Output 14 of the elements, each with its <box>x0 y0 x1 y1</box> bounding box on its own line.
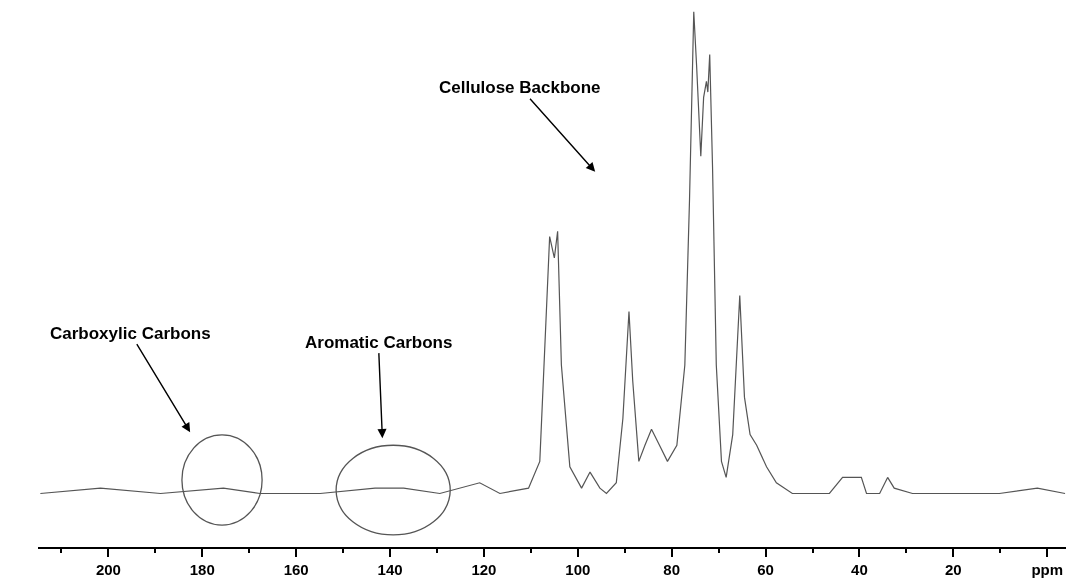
x-tick-label: 120 <box>471 560 497 578</box>
x-tick-label: 60 <box>757 560 774 578</box>
x-tick-label: 100 <box>565 560 591 578</box>
x-tick-label: 160 <box>283 560 309 578</box>
x-tick-label: 80 <box>663 560 681 578</box>
x-tick-label: ppm <box>1031 560 1064 578</box>
x-tick-label: 200 <box>95 560 121 578</box>
annotation: Aromatic Carbons <box>305 333 453 352</box>
x-tick-label: 40 <box>851 560 868 578</box>
x-tick-label: 180 <box>189 560 215 578</box>
annotation: Cellulose Backbone <box>439 78 601 97</box>
x-tick-label: 140 <box>377 560 403 578</box>
x-tick-label: 20 <box>945 560 962 578</box>
annotation: Carboxylic Carbons <box>50 324 211 343</box>
